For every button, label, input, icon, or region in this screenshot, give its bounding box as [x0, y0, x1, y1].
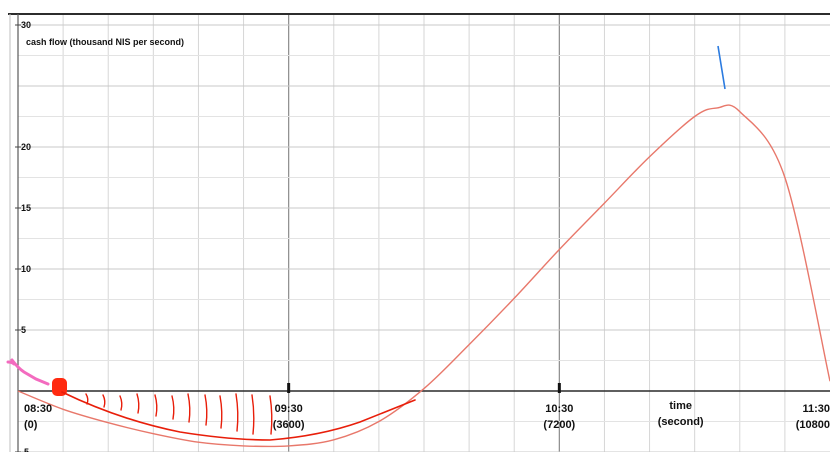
y-tick-label: 5 [21, 325, 26, 335]
x-tick-label-time: 11:30 [802, 403, 830, 415]
y-axis-title: cash flow (thousand NIS per second) [26, 37, 184, 47]
y-tick-label: 15 [21, 203, 31, 213]
x-tick-label-time: 08:30 [24, 403, 52, 415]
x-tick-label-seconds: (10800 [796, 419, 830, 431]
y-tick-label: 20 [21, 142, 31, 152]
x-tick-label-time: 09:30 [275, 403, 303, 415]
y-tick-label: 30 [21, 20, 31, 30]
x-axis-title-line1: time [669, 400, 692, 412]
x-tick-label-seconds: (7200) [543, 419, 575, 431]
y-tick-label: 10 [21, 264, 31, 274]
x-axis-title-line2: (second) [658, 416, 704, 428]
x-tick-label-seconds: (3600) [273, 419, 305, 431]
x-tick-label-seconds: (0) [24, 419, 38, 431]
y-tick-label: -5 [21, 447, 29, 452]
x-tick-label-time: 10:30 [545, 403, 573, 415]
